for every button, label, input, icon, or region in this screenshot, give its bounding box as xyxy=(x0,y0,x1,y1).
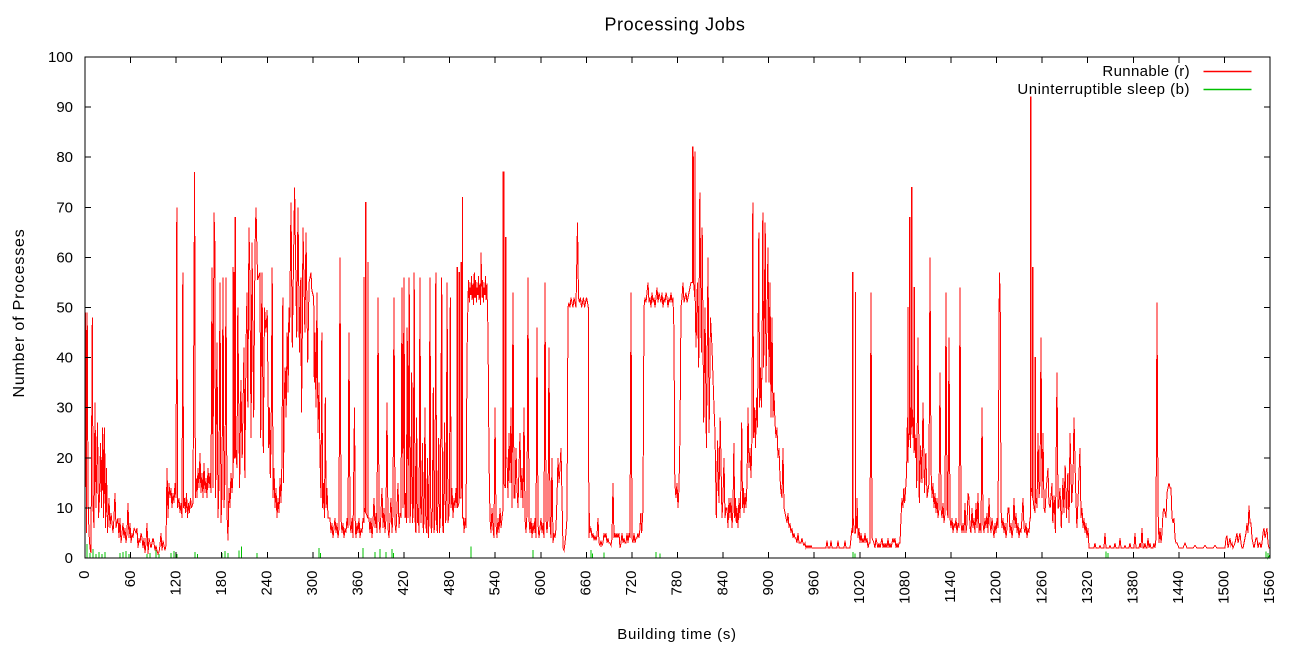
svg-text:360: 360 xyxy=(350,571,367,596)
svg-text:1080: 1080 xyxy=(897,571,914,604)
svg-text:0: 0 xyxy=(76,571,93,579)
svg-text:20: 20 xyxy=(56,450,73,467)
svg-text:1260: 1260 xyxy=(1033,571,1050,604)
svg-text:780: 780 xyxy=(669,571,686,596)
svg-text:80: 80 xyxy=(56,149,73,166)
svg-text:1320: 1320 xyxy=(1079,571,1096,604)
svg-text:10: 10 xyxy=(56,500,73,517)
svg-text:480: 480 xyxy=(441,571,458,596)
svg-text:600: 600 xyxy=(532,571,549,596)
svg-text:720: 720 xyxy=(623,571,640,596)
svg-text:960: 960 xyxy=(805,571,822,596)
svg-text:90: 90 xyxy=(56,99,73,116)
svg-text:1560: 1560 xyxy=(1261,571,1278,604)
svg-text:120: 120 xyxy=(167,571,184,596)
svg-text:Number of Processes: Number of Processes xyxy=(11,228,28,397)
svg-text:Processing Jobs: Processing Jobs xyxy=(604,15,745,35)
svg-text:60: 60 xyxy=(56,249,73,266)
svg-text:1380: 1380 xyxy=(1125,571,1142,604)
svg-text:1140: 1140 xyxy=(942,571,959,603)
svg-text:100: 100 xyxy=(48,49,73,66)
svg-text:1200: 1200 xyxy=(988,570,1005,603)
svg-text:240: 240 xyxy=(259,571,276,596)
svg-text:30: 30 xyxy=(56,400,73,417)
svg-text:300: 300 xyxy=(304,571,321,596)
svg-text:1440: 1440 xyxy=(1170,571,1187,604)
svg-text:60: 60 xyxy=(122,571,139,588)
svg-text:70: 70 xyxy=(56,199,73,216)
svg-text:Runnable (r): Runnable (r) xyxy=(1102,63,1190,80)
svg-text:540: 540 xyxy=(486,571,503,596)
svg-text:900: 900 xyxy=(760,571,777,596)
svg-text:Building time (s): Building time (s) xyxy=(617,626,736,643)
svg-text:40: 40 xyxy=(56,350,73,367)
svg-text:50: 50 xyxy=(56,300,73,317)
svg-text:420: 420 xyxy=(395,571,412,596)
svg-text:Uninterruptible sleep (b): Uninterruptible sleep (b) xyxy=(1017,81,1190,98)
svg-text:0: 0 xyxy=(65,550,73,567)
svg-text:840: 840 xyxy=(714,571,731,596)
svg-text:1500: 1500 xyxy=(1216,571,1233,604)
svg-text:660: 660 xyxy=(578,571,595,596)
svg-text:180: 180 xyxy=(213,571,230,596)
svg-text:1020: 1020 xyxy=(851,571,868,604)
